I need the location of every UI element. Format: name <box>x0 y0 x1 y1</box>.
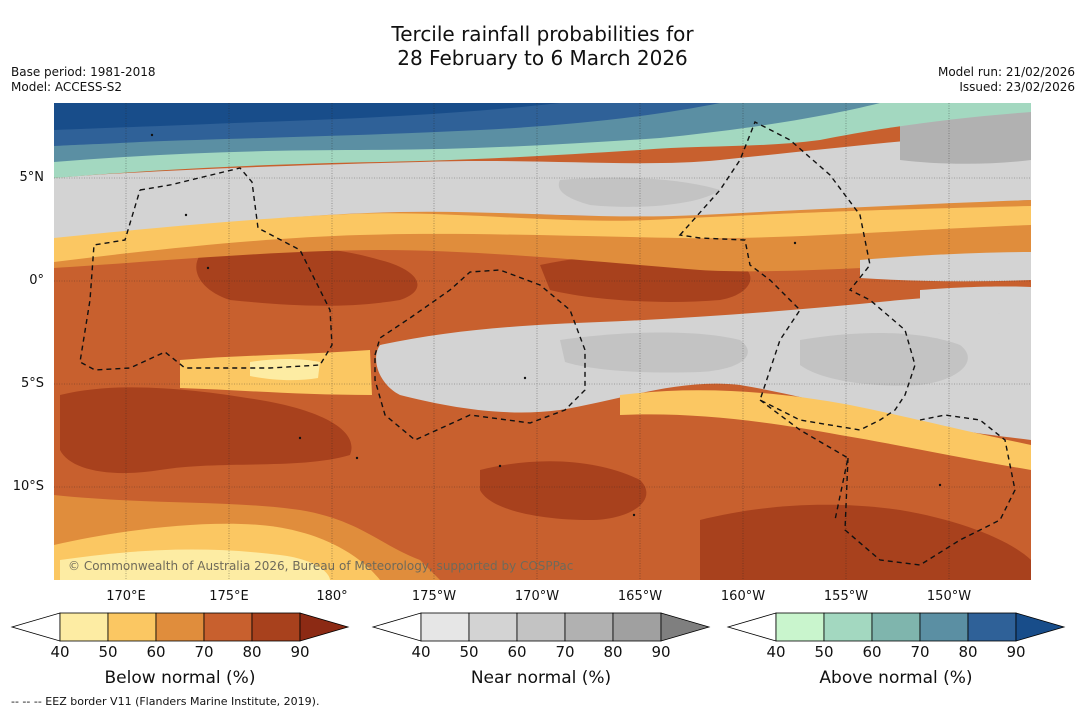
lon-label-155w: 155°W <box>823 589 869 604</box>
colorbar-above-segment <box>823 612 873 642</box>
copyright-text: © Commonwealth of Australia 2026, Bureau… <box>68 559 574 573</box>
map-field <box>54 103 1031 580</box>
colorbar-near-segment <box>564 612 614 642</box>
lon-label-150w: 150°W <box>926 589 972 604</box>
lat-label-5n: 5°N <box>19 170 45 185</box>
model-run: Model run: 21/02/2026 <box>937 65 1075 79</box>
field-near-equator-east-2 <box>920 286 1031 314</box>
colorbar-near-tick: 60 <box>507 643 527 661</box>
colorbar-above-tick: 50 <box>814 643 834 661</box>
lon-label-165w: 165°W <box>617 589 663 604</box>
field-near-north-dark-2 <box>900 111 1031 164</box>
base-period: Base period: 1981-2018 <box>11 65 156 79</box>
colorbar-near-segment <box>468 612 518 642</box>
title-line-1: Tercile rainfall probabilities for <box>391 22 694 46</box>
colorbar-above-tick: 40 <box>766 643 786 661</box>
field-below-80-a <box>60 387 352 474</box>
colorbar-near-tick: 90 <box>651 643 671 661</box>
colorbar-near-tick: 70 <box>555 643 575 661</box>
colorbar-below-title: Below normal (%) <box>104 668 256 688</box>
colorbar-below-tick: 40 <box>50 643 70 661</box>
eez-borders <box>79 121 1016 566</box>
colorbar-below-max-arrow <box>299 612 350 642</box>
colorbar-near-segment <box>516 612 566 642</box>
colorbar-below-min-arrow <box>10 612 61 642</box>
field-near-central-dark-2 <box>800 333 968 386</box>
colorbar-below-tick: 60 <box>146 643 166 661</box>
colorbar-near-segment <box>420 612 470 642</box>
lon-label-175w: 175°W <box>411 589 457 604</box>
colorbar-near-tick: 50 <box>459 643 479 661</box>
field-near-north <box>54 130 1031 238</box>
colorbar-near-tick: 40 <box>411 643 431 661</box>
graticule <box>54 103 1031 580</box>
colorbar-below-tick: 70 <box>194 643 214 661</box>
colorbar-above-segment <box>919 612 969 642</box>
colorbar-below-tick: 50 <box>98 643 118 661</box>
lat-label-5s: 5°S <box>20 376 44 391</box>
lon-label-180: 180° <box>316 589 348 604</box>
lat-label-0: 0° <box>29 273 44 288</box>
lon-label-160w: 160°W <box>720 589 766 604</box>
title-line-2: 28 February to 6 March 2026 <box>397 46 688 70</box>
colorbar-below-tick: 90 <box>290 643 310 661</box>
colorbar-above-tick: 90 <box>1006 643 1026 661</box>
colorbar-above-tick: 70 <box>910 643 930 661</box>
lon-label-170e: 170°E <box>106 589 146 604</box>
lon-label-170w: 170°W <box>514 589 560 604</box>
map-title: Tercile rainfall probabilities for 28 Fe… <box>0 22 1085 70</box>
field-below-50-north <box>54 206 1031 262</box>
colorbar-below-tick: 80 <box>242 643 262 661</box>
field-below-80-e <box>700 504 1031 580</box>
field-below-80-d <box>480 461 647 520</box>
islands <box>150 133 942 517</box>
colorbar-near-tick: 80 <box>603 643 623 661</box>
colorbar-near-max-arrow <box>660 612 711 642</box>
colorbar-above-tick: 80 <box>958 643 978 661</box>
meta-right: Model run: 21/02/2026 Issued: 23/02/2026 <box>938 65 1075 95</box>
lon-label-175e: 175°E <box>209 589 249 604</box>
colorbar-above-segment <box>775 612 825 642</box>
field-near-equator-east <box>860 252 1031 282</box>
eez-footnote: -- -- -- EEZ border V11 (Flanders Marine… <box>11 695 320 708</box>
issued-date: Issued: 23/02/2026 <box>959 80 1075 94</box>
colorbar-below-segment <box>251 612 301 642</box>
field-below-40-south <box>60 549 330 580</box>
colorbar-near-segment <box>612 612 662 642</box>
lat-label-10s: 10°S <box>12 479 44 494</box>
colorbar-near-title: Near normal (%) <box>470 668 612 688</box>
colorbar-above-title: Above normal (%) <box>819 668 973 688</box>
field-near-central-dark <box>560 332 748 373</box>
colorbar-near-min-arrow <box>371 612 422 642</box>
colorbar-below-segment <box>155 612 205 642</box>
colorbar-above-min-arrow <box>726 612 777 642</box>
field-below-40-central <box>250 359 320 381</box>
field-below-80-b <box>196 245 418 306</box>
colorbar-above-tick: 60 <box>862 643 882 661</box>
colorbar-below-segment <box>203 612 253 642</box>
field-above-90 <box>54 103 560 130</box>
colorbar-below-segment <box>107 612 157 642</box>
field-near-north-dark <box>558 177 720 207</box>
colorbar-above-segment <box>967 612 1017 642</box>
colorbar-above-max-arrow <box>1015 612 1066 642</box>
colorbar-above-segment <box>871 612 921 642</box>
field-below-50-east <box>620 390 1031 470</box>
colorbar-below-segment <box>59 612 109 642</box>
model-name: Model: ACCESS-S2 <box>11 80 123 94</box>
meta-left: Base period: 1981-2018 Model: ACCESS-S2 <box>11 65 156 95</box>
